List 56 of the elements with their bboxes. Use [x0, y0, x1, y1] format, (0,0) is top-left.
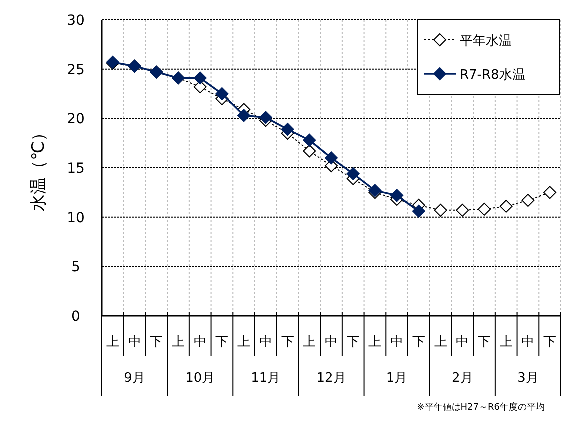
- x-tick-label: 下: [412, 335, 426, 350]
- legend-label: 平年水温: [460, 34, 512, 49]
- point: [456, 204, 470, 217]
- x-tick-label: 中: [128, 335, 142, 350]
- point: [544, 186, 557, 200]
- legend-label: R7-R8水温: [460, 68, 526, 83]
- x-tick-label: 下: [478, 335, 491, 350]
- y-tick-label: 0: [72, 309, 80, 325]
- point: [478, 202, 491, 216]
- x-tick-label: 上: [368, 335, 382, 350]
- text: 9月: [124, 371, 146, 386]
- x-tick-label: 上: [434, 335, 448, 350]
- y-tick-label: 30: [67, 13, 85, 29]
- point: [522, 194, 535, 208]
- point: [303, 134, 316, 147]
- x-tick-label: 中: [522, 335, 535, 350]
- text: 11月: [251, 371, 281, 386]
- x-tick-label: 下: [281, 335, 294, 350]
- x-tick-label: 上: [106, 335, 120, 350]
- x-tick-label: 中: [194, 335, 207, 350]
- point: [238, 109, 251, 122]
- point: [194, 72, 207, 85]
- x-tick-label: 中: [259, 335, 272, 350]
- point: [346, 167, 360, 180]
- x-tick-label: 上: [238, 335, 251, 350]
- text: 3月: [518, 371, 539, 386]
- x-tick-label: 下: [544, 335, 557, 350]
- point: [216, 88, 229, 100]
- point: [281, 123, 294, 136]
- x-tick-label: 上: [172, 335, 185, 350]
- text: 12月: [316, 371, 346, 386]
- x-tick-label: 下: [216, 335, 229, 350]
- y-tick-label: 15: [67, 161, 85, 177]
- y-tick-label: 25: [67, 62, 85, 78]
- x-tick-label: 下: [346, 335, 360, 350]
- point: [500, 200, 513, 213]
- text: ※平年値はH27～R6年度の平均: [417, 402, 545, 413]
- text: 10月: [186, 371, 216, 386]
- point: [412, 204, 426, 218]
- y-tick-label: 10: [67, 210, 85, 226]
- point: [259, 111, 272, 124]
- y-tick-label: 20: [67, 112, 85, 128]
- x-tick-label: 中: [390, 335, 404, 350]
- x-tick-label: 上: [500, 335, 513, 350]
- point: [390, 189, 404, 202]
- text: 2月: [452, 371, 474, 386]
- y-tick-label: 5: [72, 260, 80, 276]
- point: [434, 204, 448, 217]
- x-tick-label: 上: [303, 335, 316, 350]
- y-axis-title: 水温（℃）: [29, 124, 49, 212]
- x-tick-label: 下: [150, 335, 164, 350]
- x-tick-label: 中: [325, 335, 338, 350]
- x-tick-label: 中: [456, 335, 470, 350]
- text: 1月: [386, 371, 408, 386]
- point: [303, 144, 316, 158]
- point: [325, 152, 338, 165]
